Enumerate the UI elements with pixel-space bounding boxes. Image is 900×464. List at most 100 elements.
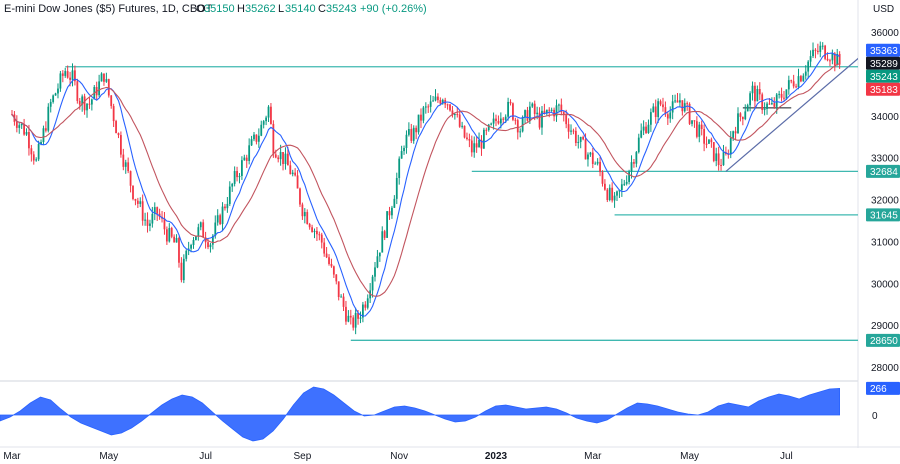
candle	[417, 114, 420, 135]
candle	[630, 155, 633, 179]
candle	[320, 232, 323, 249]
candle	[100, 72, 103, 82]
candle	[117, 132, 120, 139]
trend-line[interactable]	[725, 57, 859, 172]
candle	[589, 151, 592, 157]
candle	[57, 83, 59, 99]
candle	[766, 101, 768, 115]
candle	[173, 234, 176, 243]
candle	[391, 205, 393, 219]
candle	[751, 81, 754, 101]
y-tick-label: 36000	[871, 28, 899, 39]
level-badge-28650: 28650	[866, 333, 900, 347]
y-tick-label: 29000	[871, 321, 899, 332]
candle	[303, 208, 306, 224]
candle	[613, 192, 616, 208]
candle	[437, 93, 439, 103]
candle	[182, 254, 185, 284]
candle	[550, 107, 553, 112]
candle	[129, 170, 132, 193]
candle	[741, 116, 744, 126]
candle	[497, 115, 500, 125]
candle	[124, 159, 127, 174]
candle	[28, 124, 30, 156]
candle	[337, 281, 340, 301]
candle	[279, 144, 282, 166]
candle	[449, 103, 451, 112]
candle	[722, 144, 725, 166]
candle	[120, 131, 122, 158]
candle	[483, 127, 485, 149]
y-tick-label: 34000	[871, 112, 899, 123]
x-tick-label: Mar	[3, 451, 21, 462]
symbol-title: E-mini Dow Jones ($5) Futures, 1D, CBOT	[4, 3, 213, 15]
candle	[737, 107, 739, 134]
candle	[606, 188, 609, 203]
candle	[98, 74, 101, 97]
osc-badge: 266	[866, 381, 900, 395]
candle	[267, 105, 270, 122]
candle	[335, 274, 338, 285]
candle	[332, 265, 335, 278]
candle	[112, 103, 115, 128]
candle	[151, 206, 154, 228]
candle	[507, 97, 509, 121]
candle	[649, 108, 652, 132]
osc-zero-label: 0	[872, 411, 878, 422]
candle	[652, 103, 655, 113]
candle	[434, 89, 437, 102]
candle	[746, 103, 749, 112]
candle	[579, 136, 582, 149]
candle	[185, 249, 188, 262]
candle	[81, 94, 84, 112]
candle	[257, 128, 260, 148]
candle	[698, 121, 701, 143]
candle	[814, 48, 817, 59]
candle	[838, 51, 841, 69]
candle	[412, 125, 415, 144]
candle	[633, 158, 635, 168]
candle	[226, 197, 229, 213]
candle	[243, 154, 246, 161]
candle	[311, 224, 313, 233]
candle	[345, 300, 347, 325]
oscillator-area	[0, 386, 840, 442]
candle	[231, 182, 234, 192]
candle	[720, 158, 722, 171]
y-tick-label: 32000	[871, 196, 899, 207]
candle	[824, 44, 827, 61]
svg-text:31645: 31645	[870, 210, 898, 221]
candle	[260, 120, 263, 137]
candle	[386, 211, 388, 239]
candle	[86, 103, 88, 118]
candle	[432, 95, 434, 102]
candle	[693, 120, 696, 128]
close-label: C	[318, 3, 326, 15]
candle	[691, 120, 693, 127]
candle	[132, 185, 134, 201]
candle	[187, 241, 190, 256]
candle	[492, 112, 495, 130]
candle	[209, 242, 212, 253]
candle	[364, 301, 367, 311]
candle	[715, 147, 718, 167]
candle	[407, 122, 410, 137]
candle	[221, 202, 224, 232]
candle	[487, 123, 490, 132]
candle	[470, 135, 473, 157]
candle	[587, 152, 589, 167]
candle	[708, 139, 710, 144]
candle	[572, 128, 575, 135]
x-tick-label: 2023	[485, 451, 508, 462]
candle	[420, 108, 422, 129]
candle	[403, 145, 405, 155]
candle	[291, 169, 294, 177]
candle	[669, 106, 672, 123]
candle	[359, 311, 362, 324]
candle	[780, 87, 783, 102]
candle	[577, 134, 580, 149]
candle	[604, 179, 606, 191]
x-tick-label: May	[99, 451, 118, 462]
candle	[54, 92, 57, 96]
